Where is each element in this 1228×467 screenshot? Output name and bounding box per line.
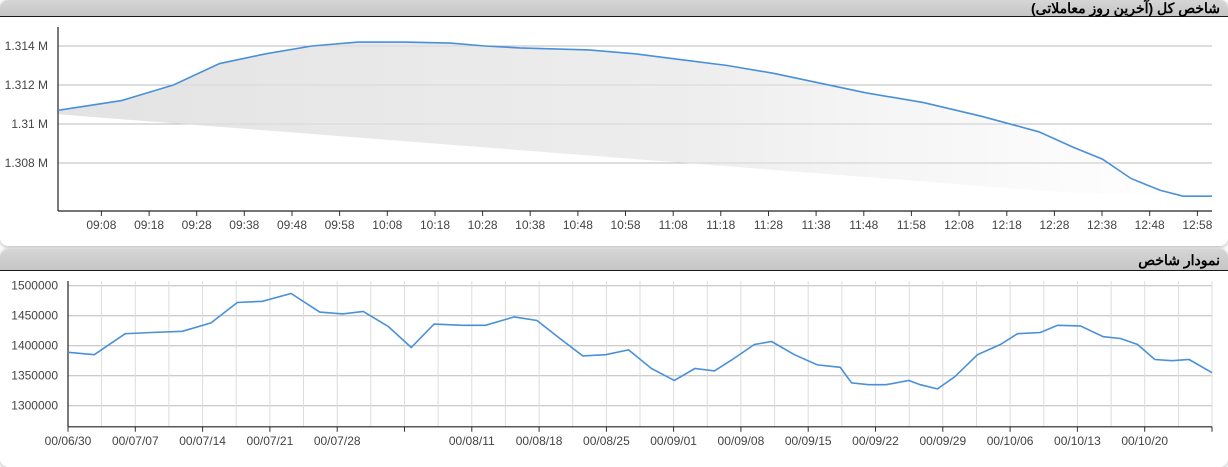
svg-text:12:08: 12:08 [944,218,974,232]
svg-text:00/09/08: 00/09/08 [718,434,765,448]
svg-text:1.312 M: 1.312 M [5,78,48,92]
svg-text:1300000: 1300000 [11,399,58,413]
svg-text:12:18: 12:18 [992,218,1022,232]
svg-text:11:18: 11:18 [706,218,735,232]
svg-text:11:48: 11:48 [849,218,878,232]
svg-text:12:58: 12:58 [1182,218,1212,232]
svg-text:00/08/25: 00/08/25 [583,434,630,448]
svg-text:1.314 M: 1.314 M [5,39,48,53]
svg-text:00/06/30: 00/06/30 [45,434,92,448]
svg-text:12:48: 12:48 [1135,218,1165,232]
svg-text:09:08: 09:08 [86,218,116,232]
svg-text:00/09/29: 00/09/29 [919,434,966,448]
svg-text:10:28: 10:28 [468,218,498,232]
svg-text:11:58: 11:58 [897,218,926,232]
svg-text:00/09/01: 00/09/01 [650,434,697,448]
svg-text:09:58: 09:58 [325,218,355,232]
svg-text:00/09/22: 00/09/22 [852,434,899,448]
svg-text:00/07/07: 00/07/07 [112,434,159,448]
svg-text:10:38: 10:38 [515,218,545,232]
svg-text:09:38: 09:38 [229,218,259,232]
svg-text:10:58: 10:58 [610,218,640,232]
svg-text:00/07/21: 00/07/21 [247,434,294,448]
svg-text:1350000: 1350000 [11,369,58,383]
svg-text:11:08: 11:08 [659,218,688,232]
svg-text:10:18: 10:18 [420,218,450,232]
svg-text:00/10/20: 00/10/20 [1121,434,1168,448]
svg-text:1.308 M: 1.308 M [5,156,48,170]
svg-text:00/09/15: 00/09/15 [785,434,832,448]
svg-text:11:28: 11:28 [754,218,783,232]
svg-text:09:18: 09:18 [134,218,164,232]
svg-text:1.31 M: 1.31 M [11,117,48,131]
svg-text:00/10/13: 00/10/13 [1054,434,1101,448]
svg-text:1450000: 1450000 [11,309,58,323]
svg-text:1500000: 1500000 [11,279,58,293]
svg-text:09:28: 09:28 [182,218,212,232]
svg-text:10:48: 10:48 [563,218,593,232]
svg-text:1400000: 1400000 [11,339,58,353]
svg-text:12:28: 12:28 [1039,218,1069,232]
svg-text:00/07/28: 00/07/28 [314,434,361,448]
svg-text:00/08/11: 00/08/11 [449,434,495,448]
svg-text:11:38: 11:38 [802,218,831,232]
svg-text:09:48: 09:48 [277,218,307,232]
svg-text:12:38: 12:38 [1087,218,1117,232]
svg-text:00/07/14: 00/07/14 [179,434,226,448]
svg-text:10:08: 10:08 [372,218,402,232]
svg-text:00/08/18: 00/08/18 [516,434,563,448]
svg-text:00/10/06: 00/10/06 [987,434,1034,448]
